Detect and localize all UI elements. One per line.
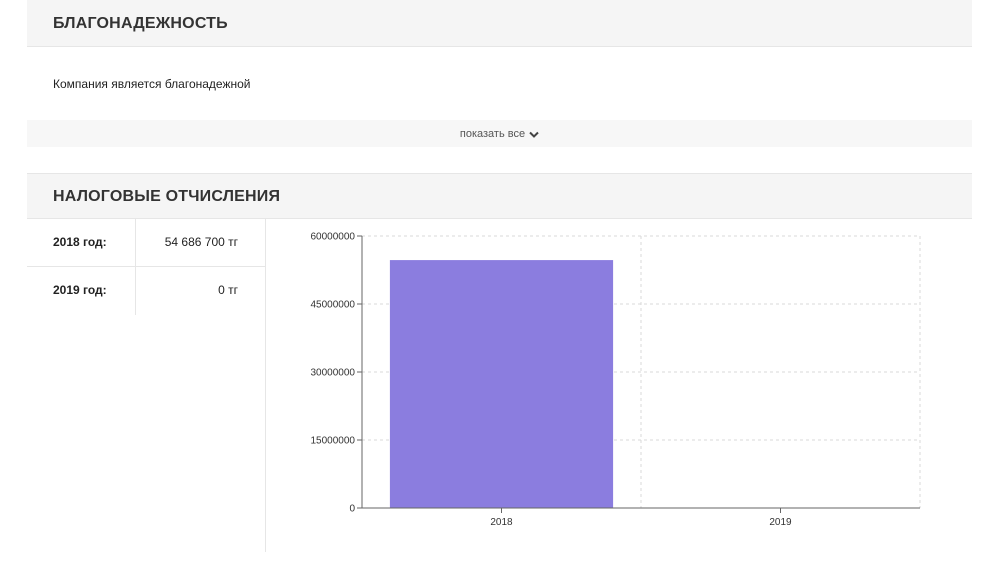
tax-bar-chart: 0 15000000 30000000 45000000 60000000 2018 201… bbox=[311, 232, 921, 528]
tax-table: 2018 год: 54 686 700 тг 2019 год: 0 тг bbox=[27, 219, 265, 314]
chevron-down-icon bbox=[529, 130, 539, 138]
bar bbox=[389, 260, 614, 508]
tax-amount: 54 686 700 тг bbox=[164, 235, 238, 249]
tax-section-header: НАЛОГОВЫЕ ОТЧИСЛЕНИЯ bbox=[27, 173, 972, 219]
tax-row-2019: 2019 год: 0 тг bbox=[27, 267, 265, 314]
tax-row-2018: 2018 год: 54 686 700 тг bbox=[27, 219, 265, 267]
y-tick-label: 60000000 bbox=[311, 232, 356, 243]
y-tick-label: 30000000 bbox=[311, 368, 356, 379]
tax-year: 2018 год: bbox=[53, 235, 107, 249]
x-tick-label: 2019 bbox=[769, 517, 792, 528]
y-tick-label: 0 bbox=[349, 504, 355, 515]
reliability-title: БЛАГОНАДЕЖНОСТЬ bbox=[53, 15, 228, 32]
y-tick-label: 15000000 bbox=[311, 436, 356, 447]
show-all-label: показать все bbox=[459, 127, 526, 140]
x-tick-label: 2018 bbox=[490, 517, 513, 528]
tax-year: 2019 год: bbox=[53, 283, 107, 297]
reliability-status-text: Компания является благонадежной bbox=[53, 77, 251, 91]
tax-amount: 0 тг bbox=[218, 283, 238, 297]
show-all-button[interactable]: показать все bbox=[27, 120, 972, 147]
y-tick-label: 45000000 bbox=[311, 300, 356, 311]
chart-divider bbox=[265, 219, 266, 552]
reliability-section-header: БЛАГОНАДЕЖНОСТЬ bbox=[27, 0, 972, 47]
table-column-divider bbox=[135, 219, 136, 315]
tax-chart: 0 15000000 30000000 45000000 60000000 2018 201… bbox=[290, 228, 930, 528]
tax-title: НАЛОГОВЫЕ ОТЧИСЛЕНИЯ bbox=[53, 188, 281, 205]
